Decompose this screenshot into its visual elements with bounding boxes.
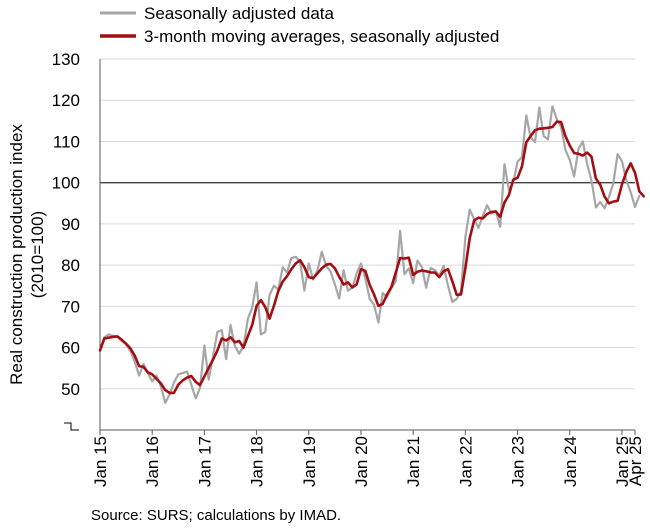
x-tick-labels: Jan 15 Jan 16 Jan 17 Jan 18 Jan 19 Jan 20 Jan …	[91, 430, 645, 487]
x-tick-label: Jan 24	[561, 436, 580, 487]
y-tick-label-110: 110	[53, 132, 80, 151]
y-tick-label-120: 120	[52, 91, 80, 110]
x-tick-label: Jan 20	[352, 436, 371, 487]
source-note: Source: SURS; calculations by IMAD.	[91, 507, 342, 524]
x-tick-label: Jan 17	[195, 436, 214, 487]
gridlines	[100, 58, 635, 390]
y-tick-labels: 50 60 70 80 90 100 110 120 130	[52, 50, 80, 399]
y-tick-label-50: 50	[61, 380, 80, 399]
series-line-2	[98, 120, 646, 395]
y-axis-label: Real construction production index	[7, 124, 26, 385]
x-tick-label: Jan 21	[404, 436, 423, 487]
legend: Seasonally adjusted data 3-month moving a…	[100, 4, 499, 46]
y-tick-label-70: 70	[61, 297, 80, 316]
y-tick-label-90: 90	[61, 215, 80, 234]
y-tick-label-80: 80	[61, 256, 80, 275]
x-tick-label: Jan 15	[91, 436, 110, 487]
x-tick-label: Jan 25	[613, 436, 632, 487]
axis-break-mark	[64, 422, 79, 431]
y-tick-label-130: 130	[52, 50, 80, 69]
y-tick-label-60: 60	[61, 339, 80, 358]
legend-label-2: 3-month moving averages, seasonally adju…	[144, 27, 499, 46]
series-lines	[98, 105, 646, 404]
series-line-1	[98, 105, 641, 404]
x-tick-label: Apr 25	[626, 436, 645, 486]
axes	[64, 59, 635, 431]
x-tick-label: Jan 19	[300, 436, 319, 487]
x-tick-label: Jan 23	[509, 436, 528, 487]
y-tick-label-100: 100	[52, 174, 80, 193]
legend-label-1: Seasonally adjusted data	[144, 4, 335, 23]
x-tick-label: Jan 18	[248, 436, 267, 487]
y-axis-label-line2: (2010=100)	[28, 211, 47, 298]
x-tick-label: Jan 16	[143, 436, 162, 487]
x-tick-label: Jan 22	[456, 436, 475, 487]
